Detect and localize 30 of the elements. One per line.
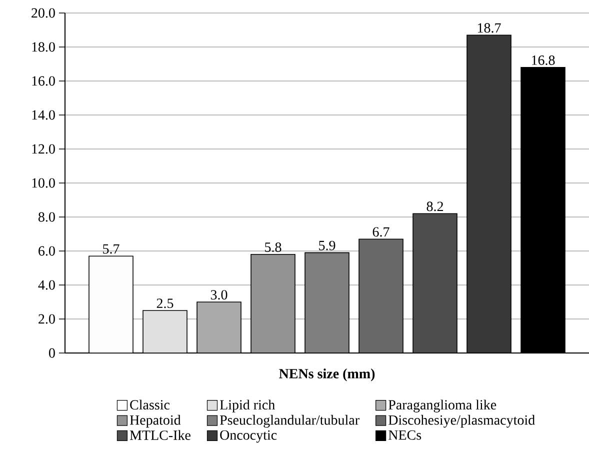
x-axis-title: NENs size (mm) — [279, 368, 375, 382]
y-tick-label: 2.0 — [38, 314, 55, 324]
legend-label: Discohesiye/plasmacytoid — [388, 414, 535, 428]
legend-label: Pseucloglandular/tubular — [220, 414, 360, 428]
y-tick-label: 18.0 — [32, 42, 55, 52]
data-label: 3.0 — [210, 290, 228, 300]
data-label: 5.9 — [319, 240, 336, 250]
y-tick-label: 0 — [49, 348, 55, 358]
data-label: 18.7 — [478, 23, 501, 33]
legend-label: Hepatoid — [130, 414, 181, 428]
y-tick-label: 8.0 — [38, 212, 55, 222]
y-tick-label: 4.0 — [38, 280, 55, 290]
legend-label: Classic — [130, 400, 170, 410]
data-label: 8.2 — [426, 202, 443, 212]
legend-label: Lipid rich — [220, 400, 275, 412]
legend-label: Paraganglioma like — [388, 400, 496, 412]
y-tick-label: 16.0 — [32, 76, 55, 86]
data-label: 2.5 — [156, 298, 174, 308]
legend-label: NECs — [388, 430, 422, 440]
data-label: 16.8 — [532, 55, 555, 66]
y-tick-label: 20.0 — [32, 8, 55, 18]
legend-label: Oncocytic — [220, 430, 277, 443]
data-label: 5.8 — [265, 242, 282, 252]
data-label: 6.7 — [372, 227, 390, 237]
y-tick-label: 10.0 — [32, 178, 55, 188]
y-tick-label: 14.0 — [32, 110, 55, 120]
legend-label: MTLC-Ike — [130, 430, 190, 440]
y-tick-label: 12.0 — [32, 144, 55, 154]
data-label: 5.7 — [103, 244, 120, 254]
y-tick-label: 6.0 — [38, 246, 55, 256]
